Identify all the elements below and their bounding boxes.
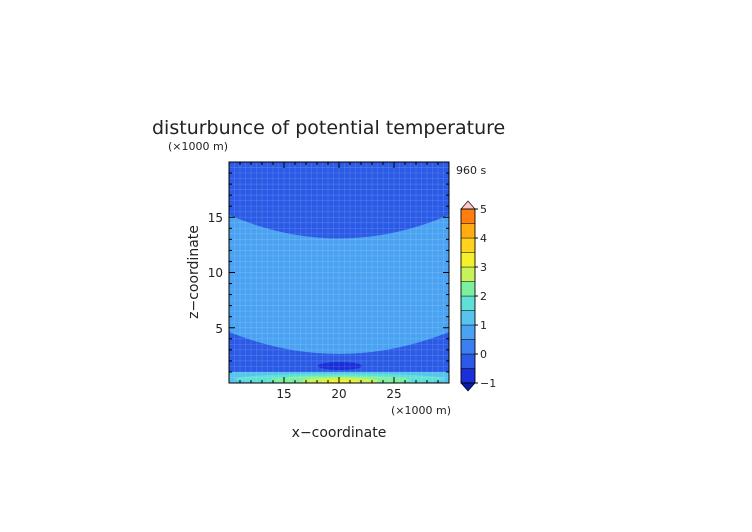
colorbar-tick-label: 0 [480, 348, 487, 361]
colorbar-max-arrow [460, 200, 476, 210]
colorbar-bin [460, 208, 476, 224]
colorbar-bin [460, 266, 476, 282]
upper-layer-field [229, 162, 449, 239]
colorbar-tick-label: 5 [480, 203, 487, 216]
colorbar-tick-label: −1 [480, 377, 496, 390]
colorbar-tick-label: 3 [480, 261, 487, 274]
x-unit-label: (×1000 m) [391, 404, 451, 417]
colorbar-bin [460, 281, 476, 297]
colorbar: 5 4 3 2 1 0 −1 [460, 200, 496, 392]
surface-warm-field-4 [322, 379, 358, 383]
chart-title: disturbunce of potential temperature [152, 117, 505, 139]
lower-layer-field [229, 332, 449, 383]
y-tick-label-15: 15 [208, 211, 223, 225]
time-label: 960 s [456, 164, 486, 177]
colorbar-tick-label: 2 [480, 290, 487, 303]
colorbar-bin [460, 252, 476, 268]
cold-core-field [318, 362, 362, 370]
colorbar-bin [460, 353, 476, 369]
x-axis-label: x−coordinate [292, 425, 387, 441]
colorbar-tick-label: 4 [480, 232, 487, 245]
x-tick-label-20: 20 [331, 387, 346, 401]
colorbar-tick-label: 1 [480, 319, 487, 332]
colorbar-bin [460, 295, 476, 311]
colorbar-bin [460, 310, 476, 326]
y-tick-label-5: 5 [215, 322, 223, 336]
axis-ticks [229, 162, 449, 383]
plot-area [229, 162, 449, 383]
y-tick-label-10: 10 [208, 266, 223, 280]
colorbar-min-arrow [460, 382, 476, 392]
middle-layer-field [229, 215, 449, 354]
x-tick-label-15: 15 [276, 387, 291, 401]
y-axis-label: z−coordinate [186, 225, 202, 319]
colorbar-bin [460, 368, 476, 384]
y-unit-label: (×1000 m) [168, 140, 228, 153]
colorbar-bin [460, 324, 476, 340]
x-tick-label-25: 25 [386, 387, 401, 401]
colorbar-bin [460, 223, 476, 239]
plot-grid [229, 162, 449, 383]
colorbar-bin [460, 237, 476, 253]
colorbar-bin [460, 339, 476, 355]
